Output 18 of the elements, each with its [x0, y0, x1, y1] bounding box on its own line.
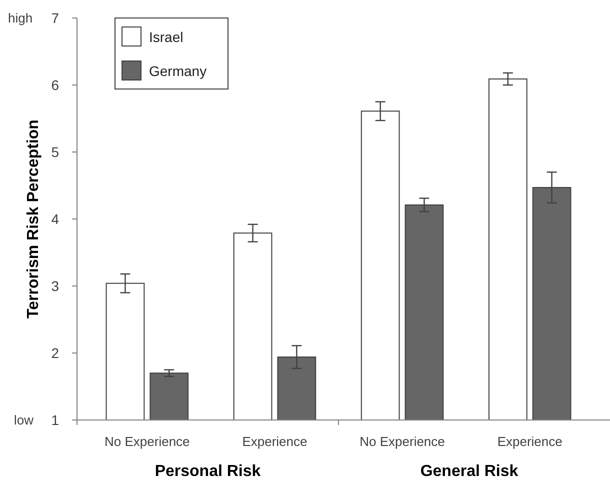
text: General Risk [420, 463, 518, 480]
text: high [8, 10, 33, 26]
x-tick-label: Experience [497, 434, 562, 449]
x-tick-label: No Experience [104, 434, 190, 449]
y-tick-label: 1 [51, 412, 60, 428]
y-axis-title: Terrorism Risk Perception [25, 120, 42, 318]
y-tick-label: 5 [51, 144, 60, 160]
x-tick-label: Experience [242, 434, 308, 449]
x-tick-label: No Experience [360, 434, 445, 449]
y-tick-label: 6 [51, 76, 60, 93]
legend-label: Israel [149, 28, 184, 45]
y-tick-label: 3 [51, 278, 60, 294]
text: Personal Risk [154, 463, 261, 480]
text: low [14, 412, 34, 428]
y-tick-label: 4 [51, 210, 60, 227]
y-tick-label: 2 [51, 344, 60, 361]
legend-label: Germany [149, 62, 207, 79]
y-tick-label: 7 [51, 10, 60, 26]
